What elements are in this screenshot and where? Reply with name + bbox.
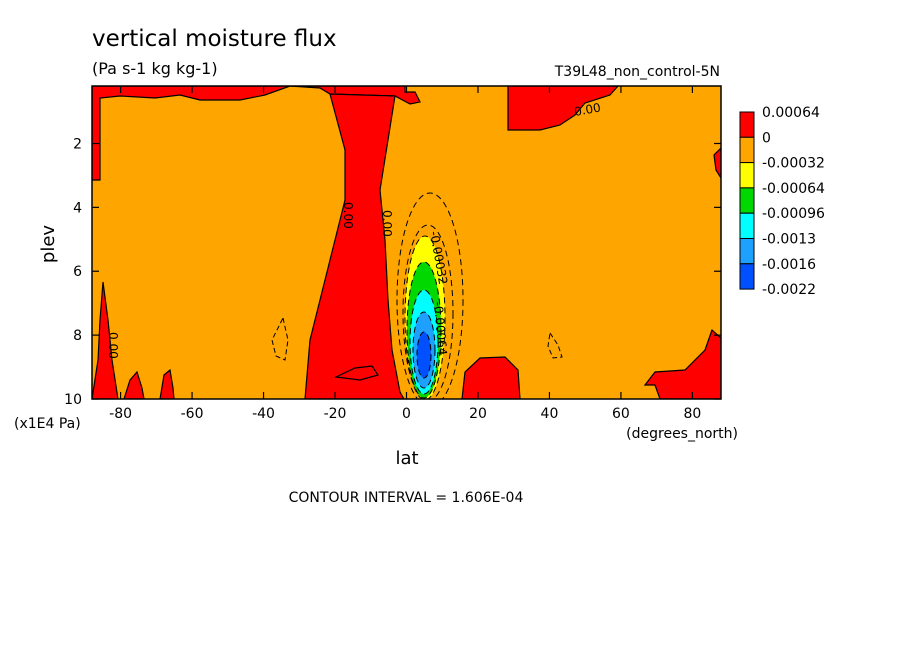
legend-level-label: -0.0022 <box>762 282 816 298</box>
y-tick-label: 8 <box>73 328 82 344</box>
red-right-edge-top <box>713 147 721 180</box>
x-tick-label: 20 <box>469 406 487 422</box>
contour-label-left-b: 0.00 <box>380 210 394 237</box>
chart-units: (Pa s-1 kg kg-1) <box>92 59 218 78</box>
legend-level-label: -0.0016 <box>762 257 816 273</box>
dashed-loop-right <box>547 331 563 359</box>
x-axis: -80 -60 -40 -20 0 20 40 60 80 <box>109 86 701 422</box>
y-tick-label: 4 <box>73 200 82 216</box>
red-tongue <box>304 93 405 399</box>
x-tick-label: -80 <box>109 406 132 422</box>
plot-area: 0.00 0.00 0.00 0.00 -0.00032 -0.00064 <box>92 86 721 399</box>
legend-swatch <box>739 187 755 214</box>
legend-swatch <box>739 263 755 290</box>
x-tick-label: -60 <box>181 406 204 422</box>
legend-level-label: -0.00032 <box>762 156 825 172</box>
x-tick-label: -20 <box>324 406 347 422</box>
color-legend: 0.00064 0 -0.00032 -0.00064 -0.00096 -0.0013 -… <box>739 105 825 298</box>
y-tick-label: 10 <box>64 392 82 408</box>
contour-interval-text: CONTOUR INTERVAL = 1.606E-04 <box>289 490 524 506</box>
plume-dash-2 <box>402 224 454 399</box>
contour-label-edge: 0.00 <box>106 332 120 359</box>
x-tick-label: -40 <box>252 406 275 422</box>
x-unit-label: (degrees_north) <box>626 426 738 442</box>
y-tick-label: 2 <box>73 136 82 152</box>
x-tick-label: 60 <box>612 406 630 422</box>
red-bottom-mid <box>461 356 521 399</box>
red-small-left2 <box>159 368 175 399</box>
negative-plume <box>396 192 464 399</box>
y-tick-label: 6 <box>73 264 82 280</box>
y-axis-label: plev <box>38 225 59 264</box>
small-loop-bottom <box>333 365 379 381</box>
red-top-right <box>507 86 619 131</box>
legend-swatch <box>739 212 755 239</box>
dashed-loop-left <box>271 316 289 361</box>
legend-level-label: -0.0013 <box>762 232 816 248</box>
run-label: T39L48_non_control-5N <box>554 64 720 80</box>
legend-swatch <box>739 238 755 265</box>
legend-level-label: 0 <box>762 130 771 146</box>
y-unit-label: (x1E4 Pa) <box>14 416 81 432</box>
x-axis-label: lat <box>395 448 418 469</box>
contour-label-plume-b: -0.00064 <box>431 301 450 356</box>
red-bottom-right <box>643 328 721 399</box>
y-axis: 2 4 6 8 10 <box>64 136 721 408</box>
plume-outer-dash <box>396 192 464 399</box>
red-left-edge <box>92 281 119 399</box>
legend-level-label: -0.00064 <box>762 181 825 197</box>
legend-swatch <box>739 111 755 138</box>
legend-swatch <box>739 136 755 164</box>
legend-swatch <box>739 162 755 189</box>
legend-level-label: 0.00064 <box>762 105 820 121</box>
legend-level-label: -0.00096 <box>762 206 825 222</box>
x-tick-label: 80 <box>683 406 701 422</box>
plume-blue <box>416 331 432 379</box>
contour-label-top: 0.00 <box>573 101 602 119</box>
chart-title: vertical moisture flux <box>92 26 337 52</box>
x-tick-label: 40 <box>541 406 559 422</box>
contour-label-left-a: 0.00 <box>341 202 355 229</box>
red-small-left1 <box>123 370 145 399</box>
x-tick-label: 0 <box>402 406 411 422</box>
